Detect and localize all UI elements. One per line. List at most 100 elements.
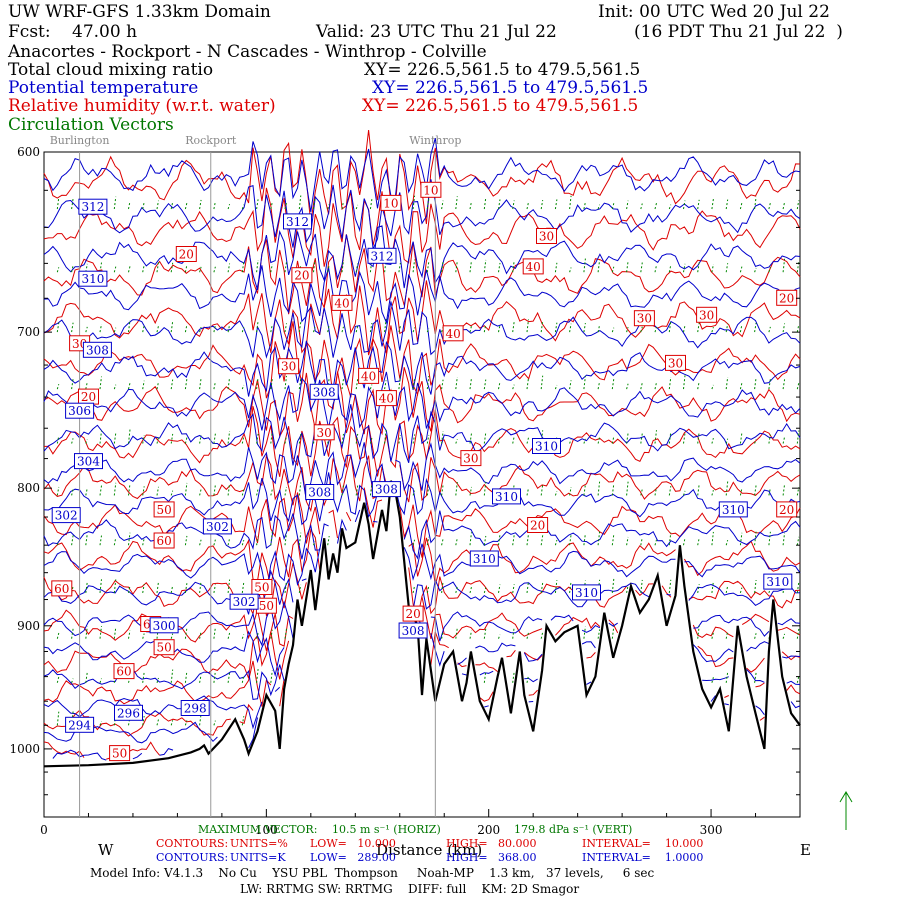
- vector-arrow: [256, 633, 259, 639]
- vector-arrow: [498, 262, 501, 273]
- vector-arrow: [284, 323, 287, 333]
- rh-label-24: 50: [259, 599, 274, 613]
- theta-label-11: 298: [184, 702, 207, 716]
- vector-arrow: [498, 199, 501, 210]
- vector-arrow: [526, 632, 529, 639]
- vector-arrow: [241, 634, 245, 639]
- y-tick-label-2: 800: [17, 481, 40, 495]
- vector-arrow: [782, 201, 786, 210]
- vector-arrow: [483, 197, 487, 210]
- rh-contour-low: LOW= 10.000: [310, 837, 396, 850]
- vector-arrow: [369, 437, 373, 444]
- x-tick-label-3: 300: [700, 823, 723, 837]
- vector-arrow: [128, 630, 131, 639]
- vector-arrow: [455, 260, 458, 273]
- vector-arrow: [540, 200, 544, 210]
- vector-arrow: [256, 433, 259, 444]
- theta-label-10: 300: [153, 619, 176, 633]
- vector-arrow: [156, 437, 159, 444]
- vector-arrow: [469, 201, 472, 210]
- vector-arrow: [626, 536, 629, 546]
- theta-label-box-19: [532, 438, 561, 454]
- rh-label-box-10: [278, 358, 300, 375]
- field-vectors-name: Circulation Vectors: [8, 115, 174, 135]
- vector-arrow: [170, 720, 174, 726]
- vector-arrow: [341, 326, 344, 333]
- vector-arrow: [469, 586, 472, 594]
- vector-arrow: [668, 486, 672, 496]
- theta-contour-line-1: [43, 179, 801, 251]
- terrain-line: [43, 480, 801, 768]
- rh-label-box-28: [51, 580, 73, 597]
- vector-arrow: [683, 490, 686, 496]
- theta-label-22: 310: [722, 503, 745, 517]
- vector-arrow: [241, 204, 245, 210]
- vector-arrow: [426, 434, 430, 444]
- vector-arrow: [270, 489, 273, 496]
- max-vector-label: MAXIMUM VECTOR:: [198, 823, 318, 836]
- vector-arrow: [441, 260, 444, 273]
- vector-arrow: [170, 585, 174, 593]
- vector-arrow: [796, 536, 800, 546]
- rh-label-box-18: [375, 390, 397, 407]
- vector-arrow: [739, 324, 743, 333]
- vector-arrow: [796, 324, 800, 333]
- vector-arrow: [469, 433, 472, 444]
- vector-arrow: [725, 539, 729, 546]
- theta-label-box-7: [51, 507, 81, 524]
- vector-arrow: [711, 490, 714, 496]
- vector-arrow: [85, 487, 88, 496]
- vector-arrow: [569, 534, 572, 546]
- vector-arrow: [640, 326, 643, 333]
- theta-label-box-12: [114, 704, 143, 721]
- vector-arrow: [640, 433, 643, 444]
- vector-arrow: [739, 382, 743, 390]
- model-info: Model Info: V4.1.3 No Cu YSU PBL Thompso…: [90, 866, 655, 880]
- vector-arrow: [199, 326, 202, 333]
- max-vector-horiz: 10.5 m s⁻¹ (HORIZ): [332, 823, 441, 836]
- rh-label-7: 20: [779, 503, 794, 517]
- rh-label-6: 20: [779, 291, 794, 305]
- rh-contour-units: UNITS=%: [230, 837, 288, 850]
- vector-arrow: [270, 379, 273, 390]
- vector-arrow: [668, 204, 672, 210]
- vector-arrow: [355, 325, 359, 333]
- vector-arrow: [597, 381, 601, 390]
- vector-arrow: [241, 582, 245, 593]
- y-tick-label-1: 700: [17, 325, 40, 339]
- ref-vector-head: [839, 791, 853, 803]
- vector-arrow: [270, 324, 273, 333]
- vector-arrow: [241, 436, 245, 444]
- vector-arrow: [142, 486, 145, 496]
- vector-arrow: [71, 488, 74, 496]
- vector-arrow: [355, 379, 359, 390]
- vector-arrow: [683, 200, 686, 210]
- vector-arrow: [213, 325, 216, 333]
- vector-arrow: [241, 261, 245, 273]
- rh-label-3: 20: [294, 269, 309, 283]
- rh-label-13: 30: [539, 230, 554, 244]
- rh-label-28: 60: [54, 582, 69, 596]
- vector-arrow: [284, 581, 287, 593]
- place-label-2: Winthrop: [409, 134, 461, 147]
- rh-contour-line-10: [43, 562, 801, 620]
- vector-arrow: [426, 486, 430, 496]
- vector-arrow: [725, 671, 729, 683]
- vector-arrow: [327, 536, 330, 546]
- vector-arrow: [213, 266, 216, 273]
- theta-label-box-2: [367, 247, 397, 264]
- vector-arrow: [298, 378, 302, 390]
- vector-arrow: [142, 435, 145, 444]
- vector-arrow: [256, 536, 259, 546]
- theta-label-box-4: [82, 341, 112, 358]
- vector-arrow: [611, 266, 615, 273]
- vector-arrow: [455, 627, 458, 639]
- theta-label-box-8: [202, 518, 232, 535]
- vector-arrow: [184, 324, 188, 333]
- vector-arrow: [56, 322, 60, 333]
- rh-contour-line-4: [43, 321, 801, 399]
- vector-arrow: [270, 264, 273, 273]
- vector-arrow: [142, 380, 145, 390]
- place-markers: Burlington Rockport Winthrop: [50, 134, 461, 817]
